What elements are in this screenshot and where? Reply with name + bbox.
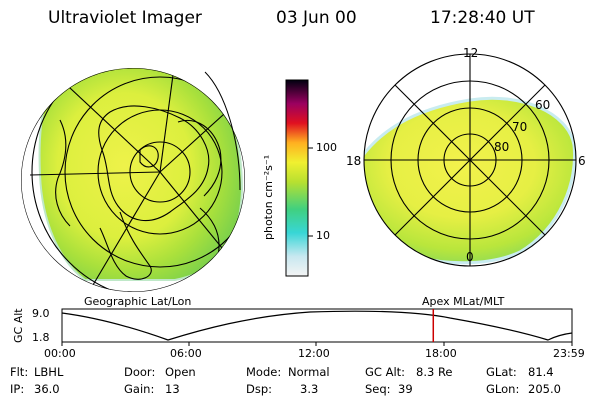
gain-label: Gain: xyxy=(124,382,155,396)
colorbar-tick-10: 10 xyxy=(316,229,330,242)
gain-value: 13 xyxy=(165,382,180,396)
gc-alt-label: GC Alt: xyxy=(365,365,406,379)
altitude-ytick-high: 9.0 xyxy=(32,307,50,320)
colorbar-tick-100: 100 xyxy=(316,141,337,154)
glat-label: GLat: xyxy=(486,365,517,379)
date-label: 03 Jun 00 xyxy=(276,8,357,28)
geographic-image xyxy=(21,68,245,292)
flt-value: LBHL xyxy=(34,365,64,379)
mode-value: Normal xyxy=(288,365,330,379)
colorbar-unit-label: photon cm⁻²s⁻¹ xyxy=(262,154,275,240)
altitude-ytick-low: 1.8 xyxy=(32,331,50,344)
mlt-label-6: 6 xyxy=(578,154,586,168)
time-tick-1200: 12:00 xyxy=(298,347,330,360)
glon-value: 205.0 xyxy=(528,382,561,396)
page-title: Ultraviolet Imager xyxy=(48,8,202,28)
mlt-label-18: 18 xyxy=(346,154,362,168)
left-panel-caption: Geographic Lat/Lon xyxy=(84,295,192,308)
mlt-label-12: 12 xyxy=(463,46,479,60)
ip-label: IP: xyxy=(10,382,25,396)
gc-alt-value: 8.3 Re xyxy=(416,365,453,379)
mlat-label-80: 80 xyxy=(494,140,510,154)
right-panel-caption: Apex MLat/MLT xyxy=(422,295,505,308)
seq-label: Seq: xyxy=(365,382,391,396)
mlt-label-0: 0 xyxy=(466,250,474,264)
colorbar xyxy=(285,79,313,277)
seq-value: 39 xyxy=(398,382,413,396)
altitude-plot xyxy=(61,308,573,346)
altitude-ylabel: GC Alt xyxy=(12,308,25,343)
magnetic-image xyxy=(363,53,577,267)
dsp-label: Dsp: xyxy=(246,382,273,396)
time-tick-1800: 18:00 xyxy=(425,347,457,360)
door-value: Open xyxy=(165,365,196,379)
time-tick-0000: 00:00 xyxy=(44,347,76,360)
time-label: 17:28:40 UT xyxy=(430,8,535,28)
dsp-value: 3.3 xyxy=(300,382,319,396)
glon-label: GLon: xyxy=(486,382,520,396)
door-label: Door: xyxy=(124,365,156,379)
time-tick-2359: 23:59 xyxy=(553,347,585,360)
mode-label: Mode: xyxy=(246,365,282,379)
ip-value: 36.0 xyxy=(34,382,60,396)
flt-label: Flt: xyxy=(10,365,29,379)
mlat-label-60: 60 xyxy=(535,98,551,112)
glat-value: 81.4 xyxy=(528,365,554,379)
time-tick-0600: 06:00 xyxy=(170,347,202,360)
mlat-label-70: 70 xyxy=(512,120,528,134)
